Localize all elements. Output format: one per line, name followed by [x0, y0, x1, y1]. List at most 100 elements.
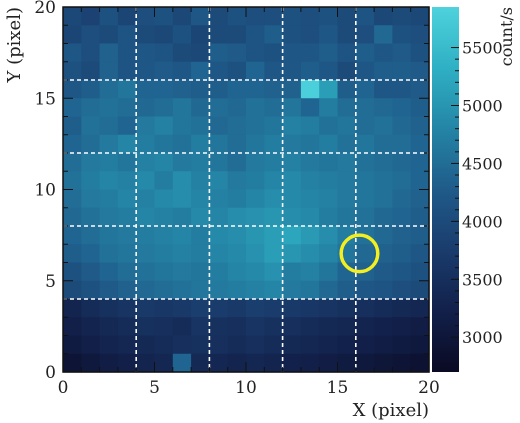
heatmap-cell: [191, 7, 210, 26]
heatmap-cell: [246, 171, 265, 191]
heatmap-cell: [319, 171, 339, 191]
target-circle-marker: [339, 233, 380, 274]
heatmap-cell: [227, 207, 247, 227]
heatmap-cell: [246, 207, 265, 227]
heatmap-cell: [246, 353, 265, 373]
heatmap-cell: [81, 244, 101, 264]
y-tick-labels: 0 5 10 15 20: [34, 0, 56, 383]
heatmap-cell: [209, 262, 229, 282]
heatmap-cell: [191, 207, 210, 227]
heatmap-cell: [355, 207, 375, 227]
heatmap-cell: [81, 25, 101, 45]
heatmap-cell: [63, 7, 82, 26]
heatmap-cell: [172, 353, 192, 373]
heatmap-cell: [264, 299, 284, 318]
y-tick-label: 0: [45, 363, 56, 383]
heatmap-cell: [63, 335, 82, 355]
heatmap-cell: [410, 134, 430, 154]
heatmap-cell: [319, 61, 339, 81]
heatmap-cell: [227, 299, 247, 318]
heatmap-cell: [246, 25, 265, 45]
colorbar-label: count/s: [497, 7, 516, 66]
heatmap-cell: [117, 61, 137, 81]
heatmap-cell: [154, 171, 174, 191]
heatmap-cell: [319, 189, 339, 209]
heatmap-cell: [300, 134, 320, 154]
heatmap-cell: [117, 189, 137, 209]
heatmap-cell: [227, 134, 247, 154]
heatmap-cells: [63, 7, 430, 373]
heatmap-cell: [319, 226, 339, 245]
heatmap-cell: [246, 7, 265, 26]
heatmap-cell: [374, 335, 393, 355]
x-tick-label: 10: [235, 378, 257, 398]
heatmap-cell: [172, 171, 192, 191]
heatmap-cell: [337, 43, 357, 63]
heatmap-cell: [99, 335, 119, 355]
heatmap-cell: [374, 43, 393, 63]
heatmap-cell: [117, 262, 137, 282]
heatmap-cell: [117, 317, 137, 337]
heatmap-cell: [227, 7, 247, 26]
heatmap-cell: [154, 61, 174, 81]
heatmap-cell: [355, 153, 375, 172]
heatmap-cell: [117, 244, 137, 264]
heatmap-cell: [246, 153, 265, 172]
heatmap-cell: [172, 207, 192, 227]
heatmap-cell: [227, 43, 247, 63]
heatmap-cell: [81, 280, 101, 300]
heatmap-cell: [227, 317, 247, 337]
heatmap-cell: [154, 80, 174, 99]
heatmap-cell: [154, 244, 174, 264]
heatmap-cell: [154, 353, 174, 373]
heatmap-cell: [63, 244, 82, 264]
heatmap-cell: [81, 134, 101, 154]
heatmap-cell: [117, 299, 137, 318]
heatmap-cell: [392, 61, 412, 81]
heatmap-cell: [410, 207, 430, 227]
heatmap-cell: [337, 317, 357, 337]
heatmap-cell: [374, 98, 393, 118]
heatmap-cell: [392, 171, 412, 191]
colorbar-tick-label: 5000: [462, 96, 503, 115]
heatmap-cell: [99, 189, 119, 209]
heatmap-cell: [392, 335, 412, 355]
heatmap-cell: [410, 299, 430, 318]
heatmap-cell: [392, 189, 412, 209]
heatmap-cell: [282, 299, 302, 318]
heatmap-cell: [355, 244, 375, 264]
heatmap-cell: [392, 226, 412, 245]
heatmap-cell: [99, 80, 119, 99]
heatmap-cell: [410, 171, 430, 191]
heatmap-cell: [99, 116, 119, 136]
heatmap-cell: [319, 317, 339, 337]
heatmap-cell: [264, 7, 284, 26]
heatmap-cell: [374, 207, 393, 227]
heatmap-cell: [410, 25, 430, 45]
heatmap-cell: [209, 171, 229, 191]
x-tick-label: 5: [149, 378, 160, 398]
heatmap-cell: [209, 244, 229, 264]
heatmap-cell: [63, 317, 82, 337]
heatmap-cell: [227, 335, 247, 355]
heatmap-cell: [81, 171, 101, 191]
heatmap-cell: [154, 299, 174, 318]
colorbar: [432, 7, 459, 372]
heatmap-cell: [264, 61, 284, 81]
heatmap-cell: [392, 244, 412, 264]
heatmap-cell: [246, 43, 265, 63]
heatmap-cell: [282, 25, 302, 45]
heatmap-cell: [136, 244, 156, 264]
heatmap-cell: [410, 116, 430, 136]
heatmap-cell: [410, 98, 430, 118]
heatmap-cell: [282, 171, 302, 191]
heatmap-cell: [337, 25, 357, 45]
heatmap-cell: [355, 98, 375, 118]
heatmap-cell: [410, 43, 430, 63]
heatmap-cell: [282, 207, 302, 227]
heatmap-cell: [300, 25, 320, 45]
heatmap-cell: [191, 98, 210, 118]
heatmap-cell: [282, 153, 302, 172]
heatmap-cell: [172, 61, 192, 81]
